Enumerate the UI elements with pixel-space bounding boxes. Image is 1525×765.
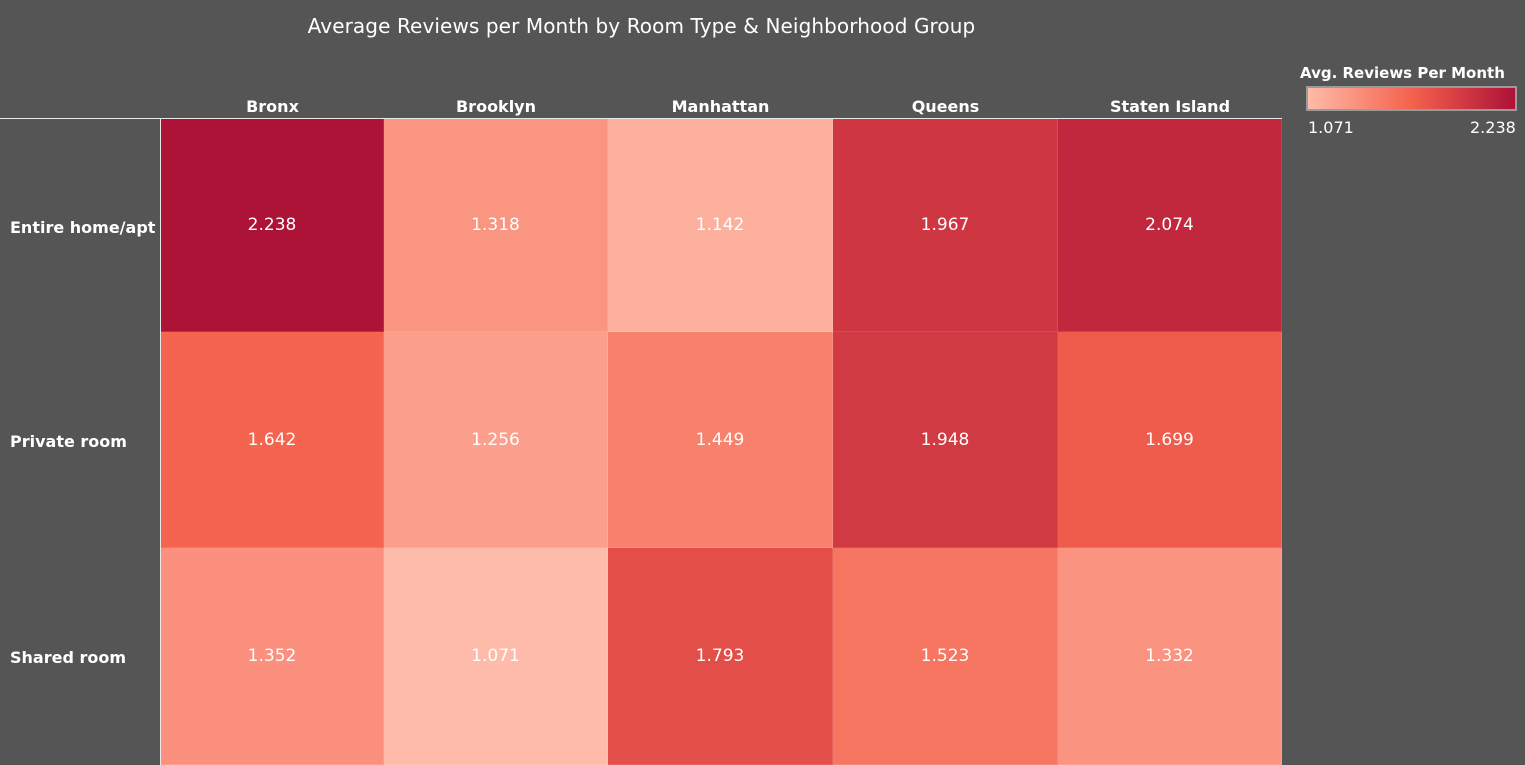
row-header: Shared room <box>10 648 127 667</box>
chart-title: Average Reviews per Month by Room Type &… <box>307 14 976 38</box>
legend-max-label: 2.238 <box>1470 118 1516 137</box>
grid-left-border <box>160 118 161 765</box>
heatmap-cell: 1.699 <box>1058 332 1282 548</box>
legend-min-label: 1.071 <box>1308 118 1354 137</box>
heatmap-cell: 1.256 <box>384 332 608 548</box>
grid-top-border <box>0 118 1282 119</box>
heatmap-cell: 2.238 <box>161 119 384 332</box>
heatmap-cell: 1.967 <box>833 119 1058 332</box>
legend-title: Avg. Reviews Per Month <box>1300 64 1505 82</box>
heatmap-cell: 1.318 <box>384 119 608 332</box>
heatmap-cell: 1.642 <box>161 332 384 548</box>
heatmap-cell: 1.332 <box>1058 548 1282 765</box>
heatmap-cell: 1.071 <box>384 548 608 765</box>
heatmap-cell: 1.793 <box>608 548 833 765</box>
column-header: Manhattan <box>671 97 770 116</box>
column-header: Brooklyn <box>455 97 536 116</box>
row-header: Entire home/apt <box>10 218 156 237</box>
heatmap-cell: 1.352 <box>161 548 384 765</box>
heatmap-cell: 1.449 <box>608 332 833 548</box>
heatmap-cell: 2.074 <box>1058 119 1282 332</box>
heatmap-cell: 1.142 <box>608 119 833 332</box>
column-header: Queens <box>911 97 980 116</box>
column-header: Staten Island <box>1109 97 1231 116</box>
heatmap-cell: 1.948 <box>833 332 1058 548</box>
row-header: Private room <box>10 432 127 451</box>
column-header: Bronx <box>246 97 299 116</box>
heatmap-cell: 1.523 <box>833 548 1058 765</box>
legend-color-ramp <box>1306 86 1517 111</box>
